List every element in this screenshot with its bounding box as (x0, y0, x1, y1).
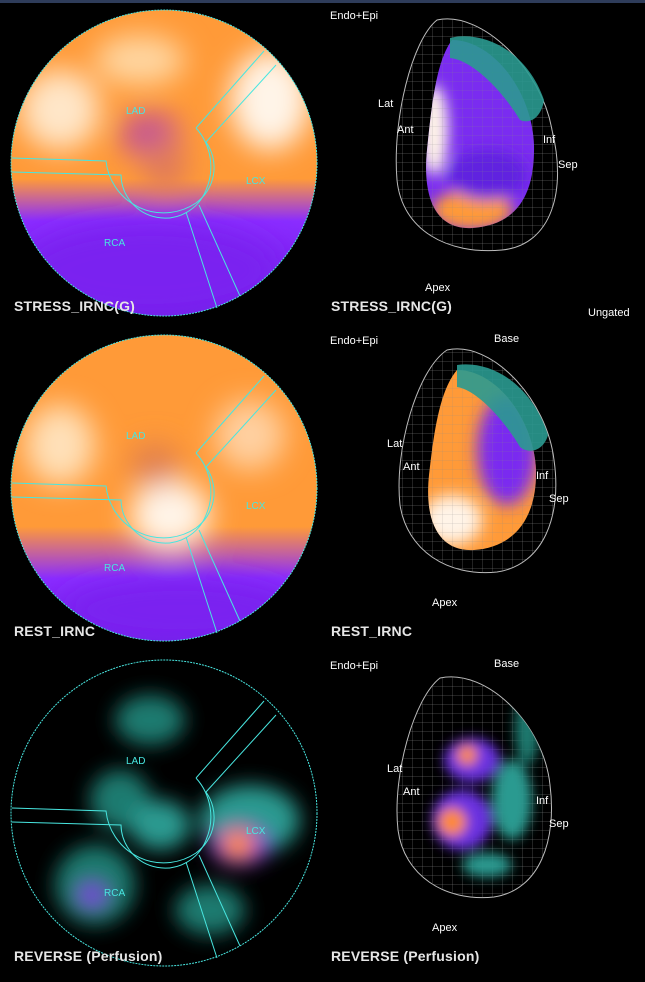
territory-rca-label: RCA (104, 888, 126, 899)
apex-label: Apex (432, 922, 458, 934)
top-border (0, 0, 645, 3)
territory-rca-label: RCA (104, 563, 126, 574)
territory-rca-label: RCA (104, 238, 126, 249)
wall-inf-label: Inf (536, 795, 549, 807)
heart-caption: STRESS_IRNC(G) (331, 298, 453, 314)
wall-ant-label: Ant (403, 461, 420, 473)
apex-label: Apex (425, 282, 451, 294)
rest-3d-heart (398, 348, 557, 574)
territory-lad-label: LAD (126, 106, 146, 117)
wall-lat-label: Lat (378, 98, 394, 110)
base-label: Base (494, 333, 520, 345)
wall-sep-label: Sep (558, 159, 578, 171)
view-mode-label: Endo+Epi (330, 335, 379, 347)
stress-polar-map (10, 9, 318, 317)
reverse-polar-map (10, 659, 318, 967)
rest-panel: LAD LCX RCA REST_IRNC Endo+Epi Base Lat … (0, 325, 645, 650)
territory-lad-label: LAD (126, 431, 146, 442)
wall-sep-label: Sep (549, 493, 569, 505)
wall-lat-label: Lat (387, 763, 403, 775)
territory-lcx-label: LCX (246, 176, 266, 187)
apex-label: Apex (432, 597, 458, 609)
polar-map-caption: STRESS_IRNC(G) (14, 298, 136, 314)
base-label: Base (494, 658, 520, 670)
wall-ant-label: Ant (403, 786, 420, 798)
reverse-3d-heart (396, 676, 553, 899)
view-mode-label: Endo+Epi (330, 660, 379, 672)
view-mode-label: Endo+Epi (330, 10, 379, 22)
wall-lat-label: Lat (387, 438, 403, 450)
territory-lcx-label: LCX (246, 826, 266, 837)
stress-3d-heart (395, 18, 558, 252)
wall-ant-label: Ant (397, 124, 414, 136)
heart-caption: REST_IRNC (331, 623, 413, 639)
reverse-panel: LAD LCX RCA REVERSE (Perfusion) Endo+Epi… (0, 650, 645, 975)
polar-map-caption: REVERSE (Perfusion) (14, 948, 163, 964)
stress-panel: LAD LCX RCA STRESS_IRNC(G) Endo+Epi Lat … (0, 0, 645, 325)
heart-caption: REVERSE (Perfusion) (331, 948, 480, 964)
territory-lad-label: LAD (126, 756, 146, 767)
polar-map-caption: REST_IRNC (14, 623, 96, 639)
wall-sep-label: Sep (549, 818, 569, 830)
territory-lcx-label: LCX (246, 501, 266, 512)
gating-status: Ungated (588, 307, 630, 319)
rest-polar-map (10, 334, 318, 642)
wall-inf-label: Inf (536, 470, 549, 482)
wall-inf-label: Inf (543, 134, 556, 146)
